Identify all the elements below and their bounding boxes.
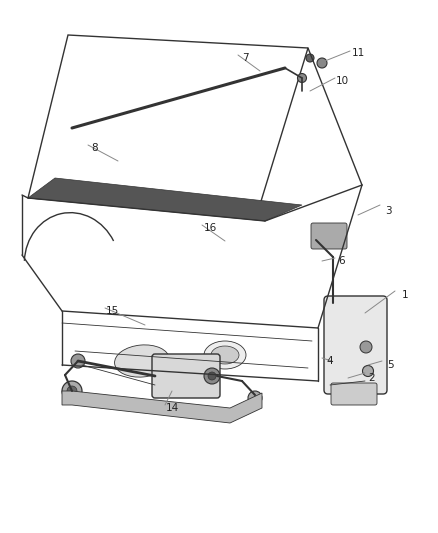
Text: 6: 6 xyxy=(339,256,345,266)
Text: 2: 2 xyxy=(369,373,375,383)
Circle shape xyxy=(317,58,327,68)
FancyBboxPatch shape xyxy=(311,223,347,249)
FancyBboxPatch shape xyxy=(152,354,220,398)
Circle shape xyxy=(306,54,314,62)
Text: 14: 14 xyxy=(166,403,179,413)
Text: 15: 15 xyxy=(106,306,119,316)
Ellipse shape xyxy=(204,341,246,369)
Text: 16: 16 xyxy=(203,223,217,233)
Text: 5: 5 xyxy=(387,360,393,370)
FancyBboxPatch shape xyxy=(324,296,387,394)
FancyBboxPatch shape xyxy=(331,383,377,405)
Text: 11: 11 xyxy=(351,48,364,58)
Text: 10: 10 xyxy=(336,76,349,86)
Text: 3: 3 xyxy=(385,206,391,216)
Polygon shape xyxy=(62,391,262,423)
Text: 8: 8 xyxy=(92,143,98,153)
Ellipse shape xyxy=(115,345,170,377)
Circle shape xyxy=(62,381,82,401)
Circle shape xyxy=(71,354,85,368)
Ellipse shape xyxy=(211,346,239,364)
Circle shape xyxy=(360,341,372,353)
Polygon shape xyxy=(28,178,302,221)
Circle shape xyxy=(67,386,77,396)
Circle shape xyxy=(363,366,374,376)
Circle shape xyxy=(248,391,262,405)
Text: 7: 7 xyxy=(242,53,248,63)
Text: 1: 1 xyxy=(402,290,408,300)
Text: 4: 4 xyxy=(327,356,333,366)
Circle shape xyxy=(297,74,307,83)
Circle shape xyxy=(208,372,216,380)
Circle shape xyxy=(204,368,220,384)
